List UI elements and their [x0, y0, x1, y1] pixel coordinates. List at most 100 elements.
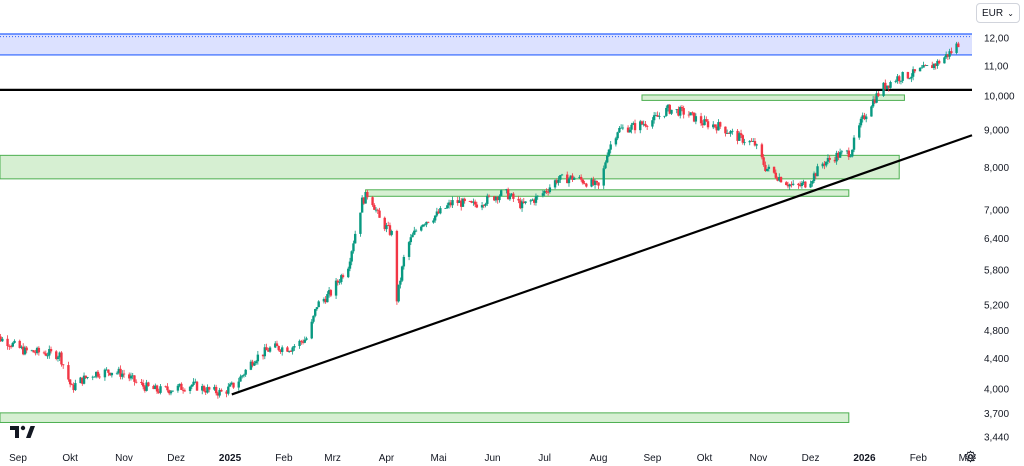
- candle-body: [91, 376, 94, 378]
- candle: [590, 177, 593, 188]
- candle: [812, 171, 816, 183]
- candle: [176, 383, 180, 393]
- candle: [91, 375, 94, 381]
- candle-body: [287, 351, 291, 352]
- candle-body: [863, 115, 866, 120]
- candle: [712, 121, 715, 130]
- candle-body: [619, 127, 623, 129]
- candle: [202, 384, 206, 393]
- candle: [543, 190, 546, 197]
- candle: [486, 193, 489, 206]
- candle: [519, 197, 522, 210]
- candle-body: [385, 225, 388, 230]
- candle-body: [397, 284, 400, 302]
- candle-body: [533, 199, 536, 203]
- candle: [920, 65, 924, 69]
- candle-body: [626, 127, 630, 133]
- candle: [413, 226, 416, 236]
- candle-body: [870, 106, 873, 117]
- candle: [458, 196, 461, 204]
- candle: [665, 105, 668, 117]
- candle-body: [506, 189, 510, 200]
- candle: [145, 379, 148, 392]
- candle: [44, 350, 48, 357]
- candle: [253, 360, 256, 367]
- candle-body: [360, 197, 364, 213]
- candle: [287, 350, 291, 353]
- candle-body: [242, 374, 246, 376]
- candle-body: [597, 182, 600, 186]
- candle-body: [192, 381, 195, 385]
- candle: [265, 343, 268, 351]
- price-tick-label: 12,00: [984, 34, 1009, 45]
- candle: [103, 368, 107, 381]
- candle: [885, 85, 889, 90]
- gear-icon[interactable]: [963, 449, 977, 463]
- price-tick-label: 5,800: [984, 266, 1009, 277]
- candle: [86, 376, 89, 380]
- candle: [107, 369, 110, 377]
- candle-body: [767, 166, 771, 169]
- candle: [432, 218, 435, 224]
- candle-body: [800, 183, 804, 187]
- candle: [433, 215, 437, 223]
- candle-body: [595, 180, 598, 183]
- candle: [703, 115, 706, 126]
- candle: [244, 368, 247, 377]
- candle: [639, 119, 642, 134]
- candle-body: [414, 230, 418, 232]
- candle-body: [204, 390, 207, 393]
- candle: [932, 63, 936, 70]
- candle: [216, 391, 220, 399]
- candle: [55, 350, 58, 361]
- candle-body: [847, 150, 851, 158]
- candle: [201, 383, 204, 395]
- candle: [505, 188, 508, 194]
- candle-body: [725, 133, 729, 134]
- resistance-band: [0, 34, 972, 55]
- candle: [169, 390, 173, 396]
- time-tick-label: Nov: [115, 453, 133, 464]
- candle-body: [950, 51, 953, 53]
- candle-body: [948, 51, 951, 57]
- candle-body: [569, 175, 572, 179]
- candle-body: [103, 369, 107, 378]
- candle: [934, 63, 937, 70]
- candle: [206, 384, 209, 394]
- candle-body: [425, 221, 428, 225]
- candle-body: [195, 381, 199, 391]
- candle-body: [79, 377, 82, 384]
- candle-body: [543, 190, 546, 194]
- candle: [652, 112, 656, 124]
- candle: [691, 111, 694, 116]
- candle: [614, 136, 618, 147]
- candle-body: [864, 116, 868, 120]
- candle: [946, 54, 950, 60]
- candle: [572, 176, 576, 181]
- candle: [630, 122, 633, 134]
- candle-body: [267, 350, 270, 352]
- candle: [804, 181, 807, 189]
- candle: [785, 181, 788, 186]
- candle-body: [378, 210, 381, 218]
- candle: [645, 125, 649, 130]
- candle-body: [117, 368, 121, 373]
- support-zone-1: [0, 154, 900, 180]
- candle: [889, 80, 892, 89]
- candle-body: [644, 123, 647, 127]
- candle: [420, 225, 423, 232]
- candle: [531, 198, 534, 201]
- candle: [225, 390, 228, 398]
- candle-body: [772, 166, 776, 173]
- candle: [553, 179, 557, 190]
- candle: [303, 336, 306, 344]
- candle: [772, 166, 776, 174]
- candle-body: [592, 179, 595, 185]
- candle-body: [154, 385, 157, 390]
- candle: [11, 341, 14, 348]
- candle: [494, 195, 498, 203]
- candle-body: [522, 201, 525, 204]
- currency-selector[interactable]: EUR ⌄: [976, 3, 1020, 23]
- candle-body: [517, 198, 520, 201]
